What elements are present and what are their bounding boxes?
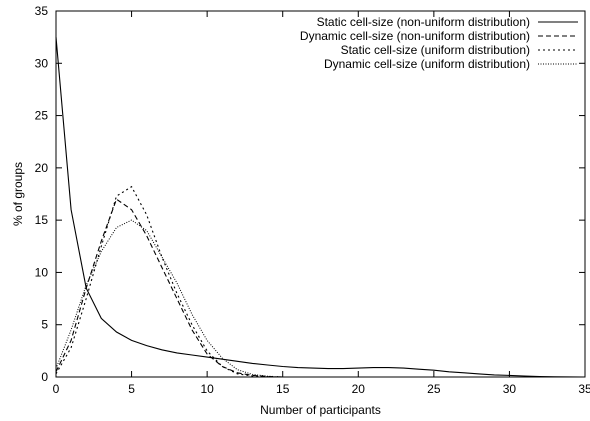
legend-label-1: Static cell-size (non-uniform distributi… xyxy=(317,15,530,29)
x-tick-label: 15 xyxy=(276,382,290,396)
legend-label-2: Dynamic cell-size (non-uniform distribut… xyxy=(300,29,530,43)
y-tick-label: 35 xyxy=(35,4,49,18)
series-lines xyxy=(55,37,586,378)
x-tick-label: 30 xyxy=(503,382,517,396)
x-tick-label: 25 xyxy=(427,382,441,396)
y-tick-label: 0 xyxy=(41,370,48,384)
x-axis-label: Number of participants xyxy=(260,403,381,417)
legend: Static cell-size (non-uniform distributi… xyxy=(300,15,578,71)
x-tick-label: 10 xyxy=(200,382,214,396)
axis-ticks xyxy=(55,10,586,378)
series-line-4 xyxy=(55,219,283,378)
x-tick-label: 20 xyxy=(352,382,366,396)
x-tick-label: 0 xyxy=(53,382,60,396)
x-axis-tick-labels: 0 5 10 15 20 25 30 35 xyxy=(53,382,590,396)
y-tick-label: 30 xyxy=(35,56,49,70)
series-line-1 xyxy=(55,37,586,378)
legend-label-3: Static cell-size (uniform distribution) xyxy=(341,43,530,57)
y-axis-tick-labels: 0 5 10 15 20 25 30 35 xyxy=(35,4,49,384)
y-tick-label: 10 xyxy=(35,265,49,279)
plot-frame xyxy=(55,10,586,378)
y-tick-label: 25 xyxy=(35,109,49,123)
y-axis-label: % of groups xyxy=(11,162,25,226)
y-tick-label: 15 xyxy=(35,213,49,227)
x-tick-label: 35 xyxy=(578,382,590,396)
y-tick-label: 20 xyxy=(35,161,49,175)
y-tick-label: 5 xyxy=(41,318,48,332)
legend-label-4: Dynamic cell-size (uniform distribution) xyxy=(324,57,530,71)
x-tick-label: 5 xyxy=(128,382,135,396)
series-line-2 xyxy=(55,198,283,378)
